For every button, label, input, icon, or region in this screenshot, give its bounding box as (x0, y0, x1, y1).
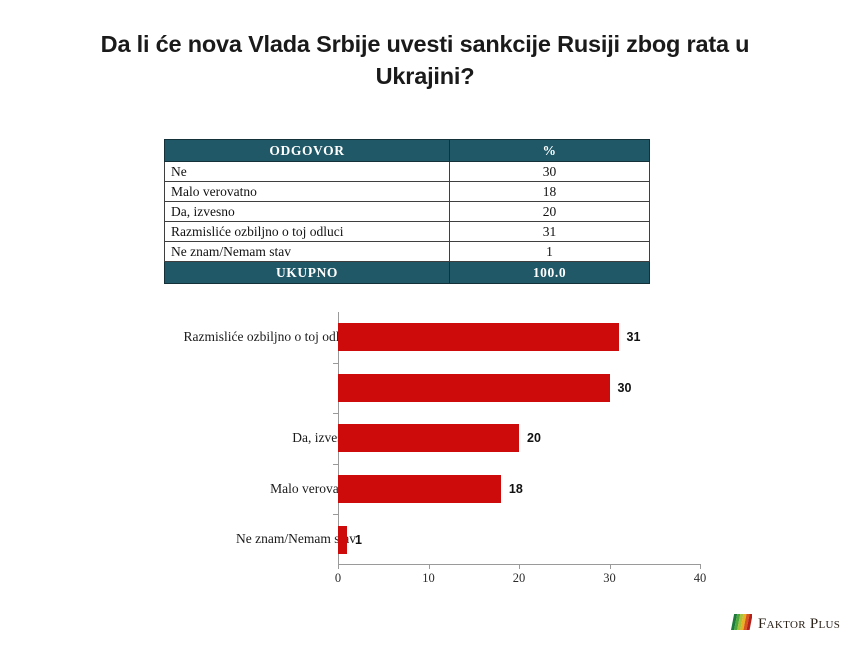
chart-x-tick (609, 564, 611, 569)
chart-category-label: Malo verovatno (270, 480, 356, 496)
table-row: Razmisliće ozbiljno o toj odluci 31 (164, 221, 650, 242)
chart-category-row: Malo verovatno 18 (270, 464, 700, 515)
chart-bar-value-label: 18 (508, 482, 523, 497)
chart-x-tick (700, 564, 701, 569)
results-table: ODGOVOR % Ne 30 Malo verovatno 18 Da, iz… (164, 139, 650, 284)
cell-percent: 31 (449, 221, 650, 242)
chart-bar-value-label: 31 (626, 330, 641, 345)
chart-x-tick (519, 564, 520, 569)
column-header-answer: ODGOVOR (164, 139, 450, 162)
faktor-plus-mark-icon (728, 610, 753, 639)
chart-x-tick-label: 0 (334, 571, 342, 585)
table-row: Da, izvesno 20 (164, 201, 650, 222)
cell-percent: 18 (449, 181, 650, 202)
chart-bar (338, 475, 501, 504)
chart-category-row: Razmisliće ozbiljno o toj odluci 31 (184, 312, 700, 363)
cell-answer: Ne znam/Nemam stav (164, 241, 450, 262)
chart-category-label: Ne znam/Nemam stav (236, 531, 356, 547)
chart-x-tick-label: 40 (693, 571, 707, 585)
chart-x-tick-label: 30 (603, 571, 616, 585)
chart-bar-value-label: 1 (355, 532, 362, 547)
chart-x-tick-label: 10 (422, 571, 435, 585)
cell-percent: 1 (449, 241, 650, 262)
chart-y-tick (333, 362, 338, 364)
cell-answer: Da, izvesno (164, 201, 450, 222)
chart-y-tick (333, 413, 338, 415)
chart-y-tick (333, 463, 338, 465)
chart-category-label: Da, izvesno (292, 429, 356, 445)
table-row: Ne 30 (164, 161, 650, 182)
chart-plot-area: Razmisliće ozbiljno o toj odluci31Ne30Da… (184, 312, 700, 565)
table-row: Ne znam/Nemam stav 1 (164, 241, 650, 262)
chart-x-tick (428, 564, 430, 569)
table-row: Malo verovatno 18 (164, 181, 650, 202)
chart-bar-value-label: 20 (527, 431, 541, 446)
chart-x-tick (338, 564, 339, 569)
chart-bar (338, 424, 519, 453)
chart-bar (338, 373, 610, 402)
cell-answer: Ne (164, 161, 450, 182)
table-header-row: ODGOVOR % (164, 139, 650, 162)
chart-category-row: Da, izvesno 20 (292, 413, 700, 464)
chart-x-tick-label: 20 (512, 571, 526, 585)
chart-bar (338, 525, 348, 554)
faktor-plus-logo: Faktor Plus (728, 608, 840, 640)
column-header-percent: % (449, 139, 650, 162)
chart-bar-value-label: 30 (617, 380, 632, 395)
cell-percent: 20 (449, 201, 650, 222)
page-title: Da li će nova Vlada Srbije uvesti sankci… (100, 31, 750, 89)
chart-category-label: Razmisliće ozbiljno o toj odluci (183, 328, 356, 344)
bar-chart: Razmisliće ozbiljno o toj odluci31Ne30Da… (0, 300, 850, 590)
chart-y-tick (333, 514, 338, 516)
cell-total-percent: 100.0 (449, 261, 650, 284)
table-footer-row: UKUPNO 100.0 (164, 261, 650, 284)
cell-answer: Malo verovatno (164, 181, 450, 202)
chart-category-row: Ne znam/Nemam stav 1 (236, 514, 700, 565)
logo-text: Faktor Plus (758, 615, 841, 632)
chart-bar (338, 323, 619, 352)
cell-percent: 30 (449, 161, 650, 182)
cell-answer: Razmisliće ozbiljno o toj odluci (164, 221, 450, 242)
chart-category-label: Ne (26, 379, 356, 395)
cell-total-label: UKUPNO (164, 261, 450, 284)
